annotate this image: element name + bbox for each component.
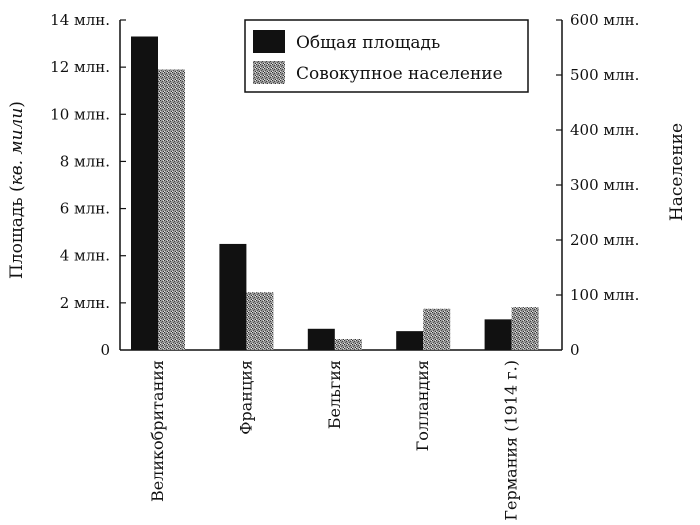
legend-swatch-population [253, 61, 285, 84]
category-labels: Великобритания Франция Бельгия Голландия Гер… [148, 360, 521, 521]
left-tick-label: 12 млн. [50, 58, 110, 76]
right-tick-label: 500 млн. [570, 66, 639, 84]
right-tick-label: 600 млн. [570, 11, 639, 29]
right-tick-label: 300 млн. [570, 176, 639, 194]
left-tick-label: 2 млн. [60, 294, 110, 312]
category-label: Бельгия [325, 360, 344, 429]
left-axis-title: Площадь (кв. мили) [7, 101, 27, 279]
category-label: Франция [236, 360, 255, 435]
left-tick-label: 10 млн. [50, 105, 110, 123]
right-axis-title: Население [667, 123, 687, 221]
left-axis-title-units: кв. мили [7, 108, 27, 186]
legend-box [244, 19, 529, 93]
legend-swatch-area [253, 30, 285, 53]
left-tick-label: 8 млн. [60, 152, 110, 170]
bar-area [219, 243, 247, 350]
right-tick-label: 200 млн. [570, 231, 639, 249]
right-y-ticks: 0 100 млн. 200 млн. 300 млн. 400 млн. 500 млн… [556, 11, 639, 359]
bar-population [334, 339, 362, 350]
bar-population [423, 308, 451, 350]
legend-label-population: Совокупное население [296, 64, 503, 84]
category-label: Германия (1914 г.) [502, 360, 521, 521]
left-tick-label: 4 млн. [60, 247, 110, 265]
right-tick-label: 100 млн. [570, 286, 639, 304]
bars [131, 36, 539, 350]
category-label: Голландия [413, 360, 432, 451]
right-tick-label: 400 млн. [570, 121, 639, 139]
left-tick-label: 6 млн. [60, 200, 110, 218]
left-tick-label: 14 млн. [50, 11, 110, 29]
legend-label-area: Общая площадь [296, 33, 440, 53]
left-axis-title-main: Площадь [7, 197, 27, 279]
left-tick-label: 0 [100, 341, 110, 359]
bar-area [396, 331, 424, 350]
bar-population [158, 69, 185, 350]
left-axis-title-close-paren: ) [7, 101, 27, 108]
bar-area [131, 36, 158, 350]
left-axis-title-open-paren: ( [7, 185, 27, 192]
bar-area [484, 319, 512, 350]
bar-area [307, 328, 335, 350]
legend: Общая площадь Совокупное население [244, 19, 529, 93]
right-tick-label: 0 [570, 341, 580, 359]
left-y-ticks: 0 2 млн. 4 млн. 6 млн. 8 млн. 10 млн. 12 млн. 1… [50, 11, 126, 359]
bar-population [246, 292, 274, 350]
category-label: Великобритания [148, 360, 167, 502]
bar-population [511, 307, 539, 350]
